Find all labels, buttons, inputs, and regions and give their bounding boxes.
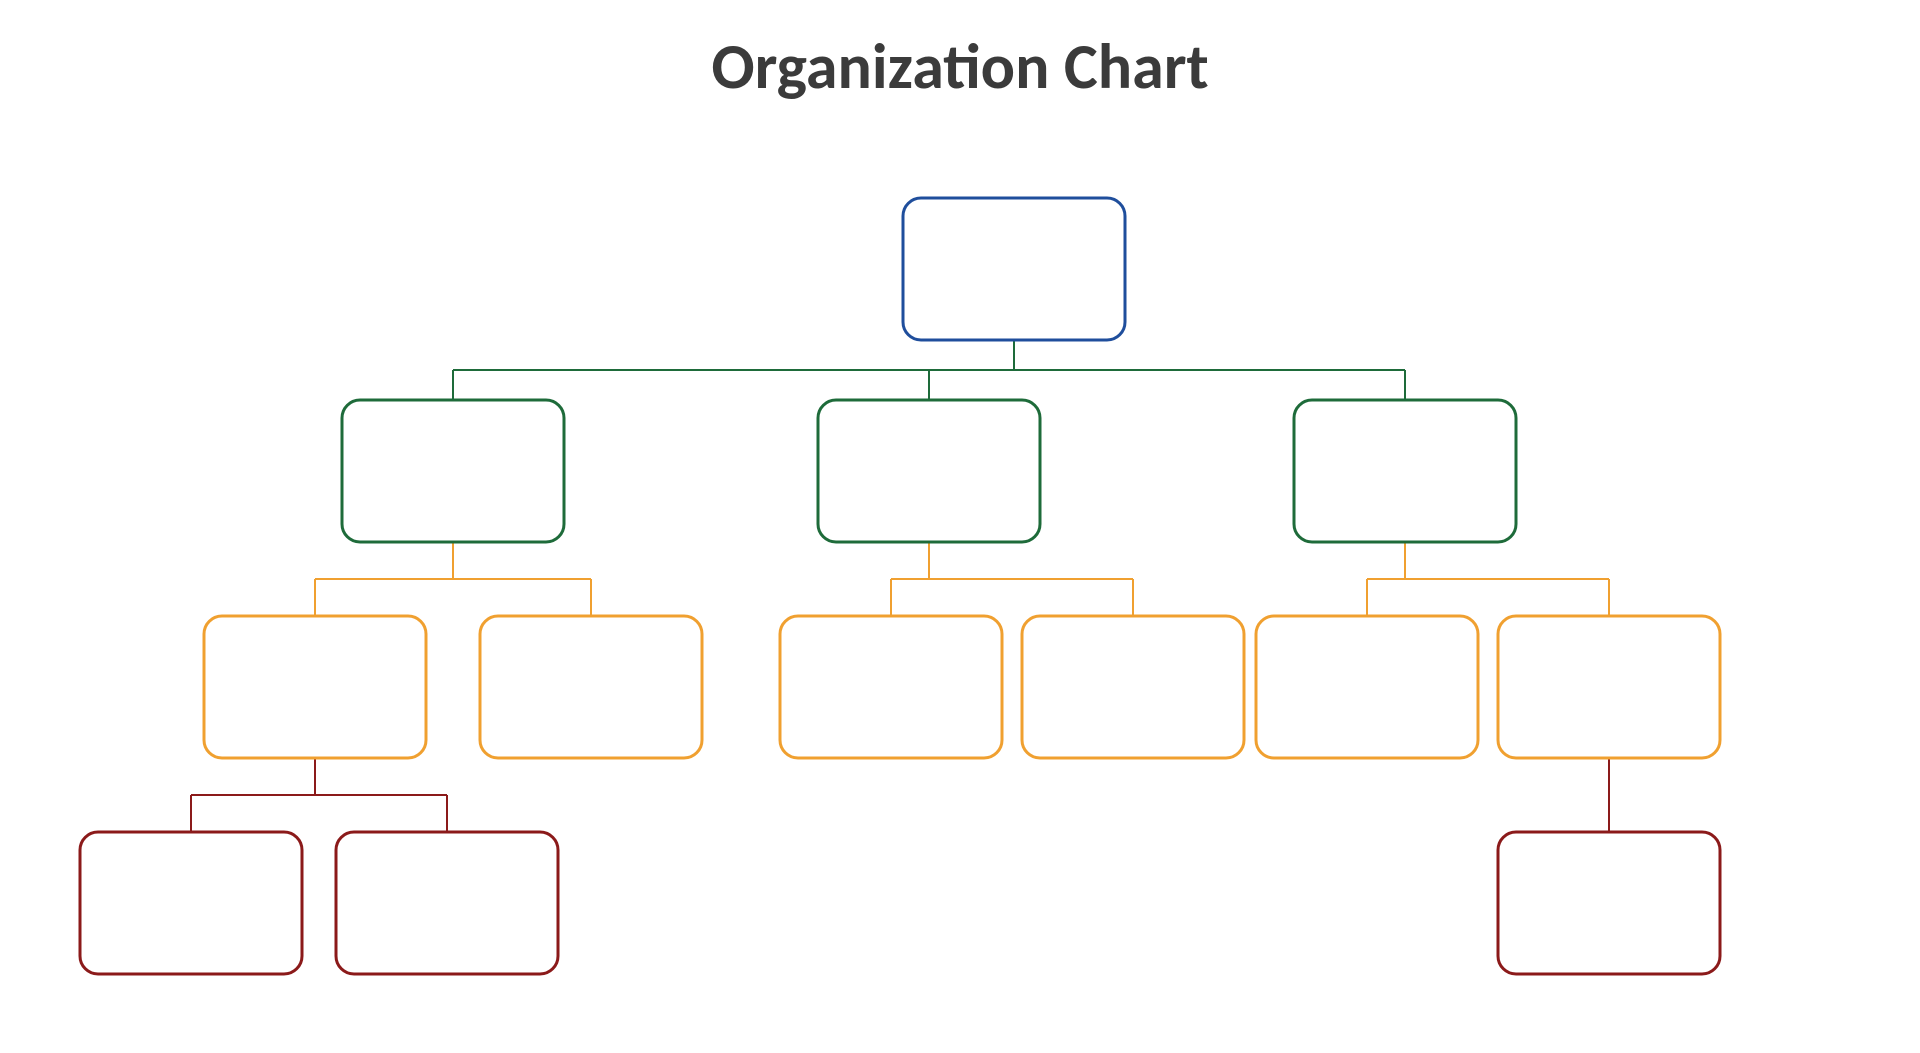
org-node-r2 (336, 832, 558, 974)
org-node-o3 (780, 616, 1002, 758)
org-node-g2 (818, 400, 1040, 542)
org-node-o6 (1498, 616, 1720, 758)
org-node-g1 (342, 400, 564, 542)
org-node-o4 (1022, 616, 1244, 758)
org-chart-canvas (0, 0, 1920, 1053)
org-node-o1 (204, 616, 426, 758)
org-node-r3 (1498, 832, 1720, 974)
org-chart-page: Organization Chart (0, 0, 1920, 1053)
org-node-o2 (480, 616, 702, 758)
org-node-r1 (80, 832, 302, 974)
org-node-g3 (1294, 400, 1516, 542)
org-node-root (903, 198, 1125, 340)
nodes (80, 198, 1720, 974)
org-node-o5 (1256, 616, 1478, 758)
